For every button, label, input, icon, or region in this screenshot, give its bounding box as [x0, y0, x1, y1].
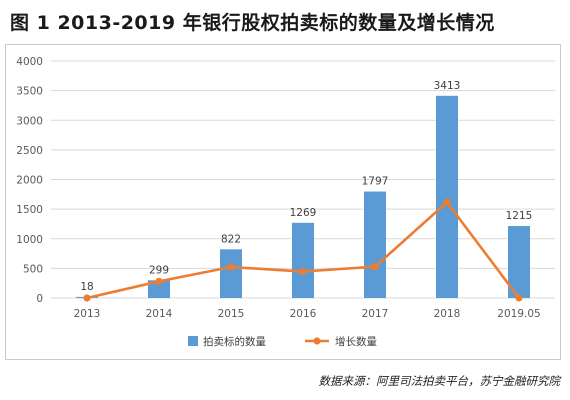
bar [148, 280, 170, 298]
legend-bar-label: 拍卖标的数量 [203, 335, 266, 348]
growth-point [299, 267, 307, 276]
y-tick-label: 4000 [16, 56, 43, 68]
bar [436, 95, 458, 298]
growth-point [443, 198, 451, 206]
bar-data-label: 1269 [290, 207, 317, 219]
bar [364, 191, 386, 298]
y-tick-label: 0 [36, 293, 43, 305]
bar [220, 249, 242, 298]
growth-point [371, 263, 379, 271]
growth-point [227, 263, 235, 271]
bar-data-label: 3413 [434, 80, 461, 92]
y-tick-label: 2000 [16, 175, 43, 187]
bar-data-label: 1215 [506, 210, 533, 222]
growth-point [83, 294, 91, 302]
x-tick-label: 2014 [146, 308, 173, 320]
bar-data-label: 822 [221, 233, 241, 245]
x-tick-label: 2015 [218, 308, 245, 320]
chart-title: 图 1 2013-2019 年银行股权拍卖标的数量及增长情况 [10, 12, 495, 34]
y-tick-label: 3000 [16, 115, 43, 127]
x-tick-label: 2019.05 [497, 308, 540, 320]
y-tick-label: 1500 [16, 204, 43, 216]
bar [292, 222, 314, 298]
chart-frame [5, 44, 561, 360]
legend-bar-swatch [188, 336, 198, 346]
legend-line-label: 增长数量 [335, 335, 377, 348]
y-tick-label: 1000 [16, 234, 43, 246]
bar-data-label: 1797 [362, 176, 389, 188]
growth-point [515, 294, 523, 302]
growth-point [155, 277, 163, 285]
bar [508, 226, 530, 298]
y-tick-label: 2500 [16, 145, 43, 157]
y-tick-label: 500 [23, 263, 43, 275]
x-tick-label: 2016 [290, 308, 317, 320]
x-tick-label: 2013 [74, 308, 101, 320]
y-tick-label: 3500 [16, 86, 43, 98]
bar-data-label: 18 [80, 281, 93, 293]
bar-data-label: 299 [149, 264, 169, 276]
chart-svg: 0 500 1000 1500 2000 2500 3000 3500 4000 18 299 822… [16, 56, 555, 348]
x-tick-label: 2018 [434, 308, 461, 320]
x-tick-label: 2017 [362, 308, 389, 320]
data-source-note: 数据来源：阿里司法拍卖平台，苏宁金融研究院 [318, 374, 561, 388]
legend-line-marker [313, 337, 321, 345]
